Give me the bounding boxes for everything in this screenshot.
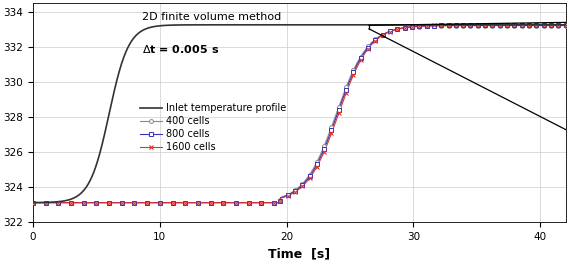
Text: 2D finite volume method: 2D finite volume method [142, 12, 282, 22]
Text: $\Delta$t = 0.005 s: $\Delta$t = 0.005 s [142, 43, 220, 55]
X-axis label: Time  [s]: Time [s] [268, 248, 331, 261]
Legend: Inlet temperature profile, 400 cells, 800 cells, 1600 cells: Inlet temperature profile, 400 cells, 80… [137, 100, 290, 156]
